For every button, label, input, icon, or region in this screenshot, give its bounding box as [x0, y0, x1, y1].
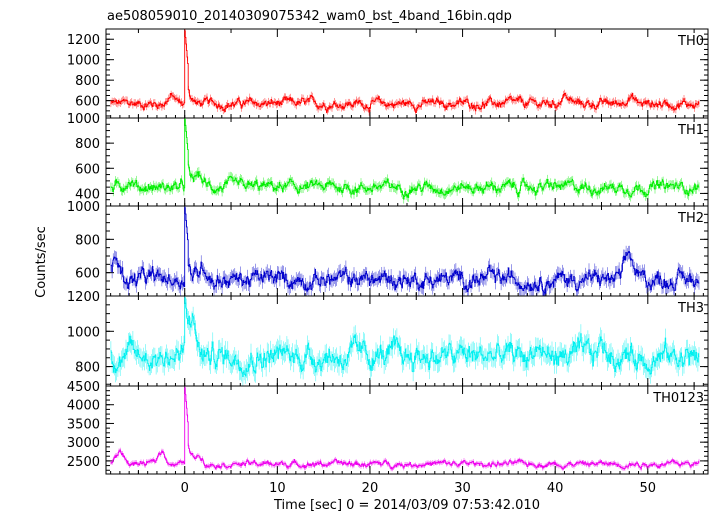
panel-frame — [105, 117, 709, 207]
y-tick-label: 800 — [75, 233, 100, 248]
chart-title: ae508059010_20140309075342_wam0_bst_4ban… — [107, 9, 512, 24]
panel-th1: 400 600 800 1000 TH1 — [67, 112, 709, 207]
series-line-th3 — [110, 297, 700, 378]
x-tick-label: 0 — [181, 481, 189, 496]
series-errorbars-th3 — [110, 296, 700, 386]
y-tick-label: 3500 — [67, 417, 100, 432]
panel-th0123: 2500 3000 3500 4000 4500 TH0123 — [67, 380, 709, 475]
panel-label-th0: TH0 — [677, 34, 704, 49]
panel-th0: 600 800 1000 1200 TH0 — [67, 28, 709, 119]
panel-frame — [105, 385, 709, 475]
x-tick-label: 30 — [454, 481, 471, 496]
series-line-th2 — [110, 207, 700, 297]
y-tick-label: 800 — [75, 137, 100, 152]
y-tick-label: 4500 — [67, 380, 100, 395]
y-tick-label: 1000 — [67, 200, 100, 215]
series-errorbars-th0123 — [110, 386, 700, 472]
y-tick-label: 4000 — [67, 399, 100, 414]
series-line-th0 — [110, 30, 700, 114]
y-axis-label: Counts/sec — [34, 226, 49, 298]
y-tick-label: 1200 — [67, 33, 100, 48]
y-tick-label: 2500 — [67, 455, 100, 470]
panel-label-th0123: TH0123 — [652, 391, 704, 406]
y-tick-label: 1000 — [67, 112, 100, 127]
y-tick-label: 600 — [75, 267, 100, 282]
panel-th3: 800 1000 1200 TH3 — [67, 290, 709, 387]
panel-label-th1: TH1 — [677, 123, 704, 138]
y-tick-label: 600 — [75, 95, 100, 110]
series-errorbars-th2 — [110, 206, 700, 296]
x-axis-label: Time [sec] 0 = 2014/03/09 07:53:42.010 — [273, 498, 540, 513]
series-errorbars-th1 — [110, 118, 700, 204]
y-tick-label: 800 — [75, 74, 100, 89]
y-tick-label: 1200 — [67, 290, 100, 305]
y-tick-label: 400 — [75, 187, 100, 202]
panel-label-th2: TH2 — [677, 211, 704, 226]
x-tick-label: 10 — [269, 481, 286, 496]
y-tick-label: 800 — [75, 361, 100, 376]
series-errorbars-th0 — [110, 29, 700, 116]
x-tick-label: 40 — [547, 481, 564, 496]
panel-th2: 600 800 1000 TH2 — [67, 200, 709, 297]
y-tick-label: 1000 — [67, 325, 100, 340]
y-tick-label: 3000 — [67, 436, 100, 451]
panel-label-th3: TH3 — [677, 301, 704, 316]
x-tick-label: 20 — [362, 481, 379, 496]
y-tick-label: 600 — [75, 162, 100, 177]
x-tick-label: 50 — [640, 481, 657, 496]
y-tick-label: 1000 — [67, 54, 100, 69]
